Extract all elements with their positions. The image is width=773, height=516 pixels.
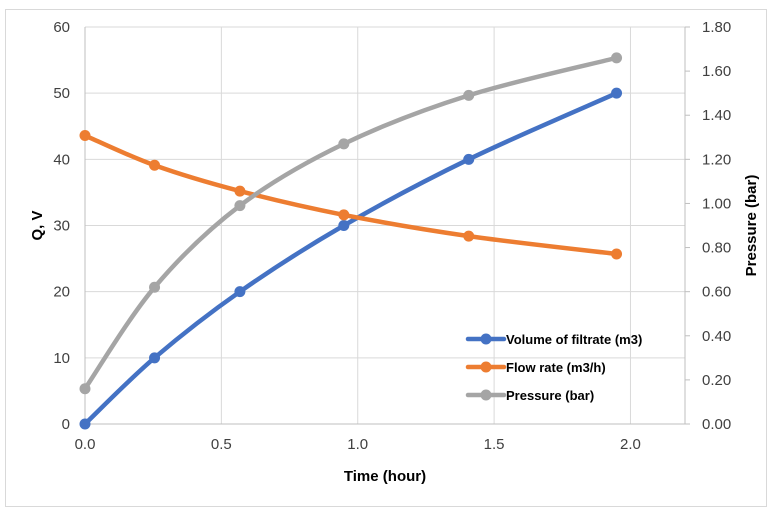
x-tick-label: 0.5 <box>211 436 232 453</box>
data-point <box>338 138 350 150</box>
axes <box>84 27 686 425</box>
data-point <box>234 200 246 212</box>
y-tick-label: 40 <box>53 151 70 168</box>
y2-tick-label: 0.80 <box>702 240 731 257</box>
y2-tick-label: 1.60 <box>702 63 731 80</box>
y-axis-ticks: 0 10 20 30 40 50 60 <box>53 19 70 433</box>
y2-tick-label: 1.40 <box>702 107 731 124</box>
series-volume-of-filtrate-m3 <box>79 87 623 430</box>
data-point <box>79 418 91 430</box>
data-point <box>463 230 475 242</box>
gridlines <box>85 26 685 424</box>
y2-tick-label: 0.20 <box>702 372 731 389</box>
legend-swatch-marker <box>480 361 492 373</box>
data-point <box>463 153 475 165</box>
y-tick-label: 60 <box>53 19 70 36</box>
x-axis-ticks: 0.0 0.5 1.0 1.5 2.0 <box>75 436 641 453</box>
data-point <box>234 286 246 298</box>
legend-item: Flow rate (m3/h) <box>465 360 606 375</box>
legend: Volume of filtrate (m3) Flow rate (m3/h) P… <box>465 332 642 403</box>
legend-label: Volume of filtrate (m3) <box>506 332 642 347</box>
data-point <box>79 130 91 142</box>
y-tick-label: 10 <box>53 350 70 367</box>
x-tick-label: 1.5 <box>484 436 505 453</box>
x-tick-label: 0.0 <box>75 436 96 453</box>
data-point <box>338 209 350 221</box>
series-pressure-bar <box>79 52 623 395</box>
legend-item: Pressure (bar) <box>465 388 594 403</box>
legend-swatch-marker <box>480 389 492 401</box>
data-point <box>611 87 623 99</box>
y2-axis-ticks: 0.00 0.20 0.40 0.60 0.80 1.00 1.20 1.40 1.60 1.80 <box>685 19 731 433</box>
x-tick-label: 2.0 <box>620 436 641 453</box>
x-axis-title: Time (hour) <box>344 468 426 485</box>
y2-tick-label: 0.40 <box>702 328 731 345</box>
y-tick-label: 0 <box>62 416 70 433</box>
y-tick-label: 50 <box>53 85 70 102</box>
legend-item: Volume of filtrate (m3) <box>465 332 642 347</box>
data-point <box>149 352 161 364</box>
data-point <box>611 248 623 260</box>
y2-tick-label: 1.20 <box>702 151 731 168</box>
data-point <box>79 383 91 395</box>
x-tick-label: 1.0 <box>347 436 368 453</box>
data-point <box>149 281 161 293</box>
y2-tick-label: 0.00 <box>702 416 731 433</box>
data-point <box>338 220 350 231</box>
data-point <box>463 89 475 101</box>
series-group <box>79 52 623 430</box>
y-tick-label: 30 <box>53 218 70 235</box>
data-point <box>611 52 623 64</box>
y2-axis-title: Pressure (bar) <box>743 175 760 277</box>
legend-swatch-marker <box>480 333 492 345</box>
y2-tick-label: 1.00 <box>702 195 731 212</box>
y2-tick-label: 0.60 <box>702 284 731 301</box>
series-line <box>82 55 619 391</box>
data-point <box>149 159 161 171</box>
series-line <box>82 133 619 257</box>
y-tick-label: 20 <box>53 284 70 301</box>
y-axis-title: Q, V <box>29 210 46 240</box>
legend-label: Pressure (bar) <box>506 388 594 403</box>
y2-tick-label: 1.80 <box>702 19 731 36</box>
series-flow-rate-m3-h <box>79 130 623 260</box>
data-point <box>234 185 246 197</box>
legend-label: Flow rate (m3/h) <box>506 360 606 375</box>
